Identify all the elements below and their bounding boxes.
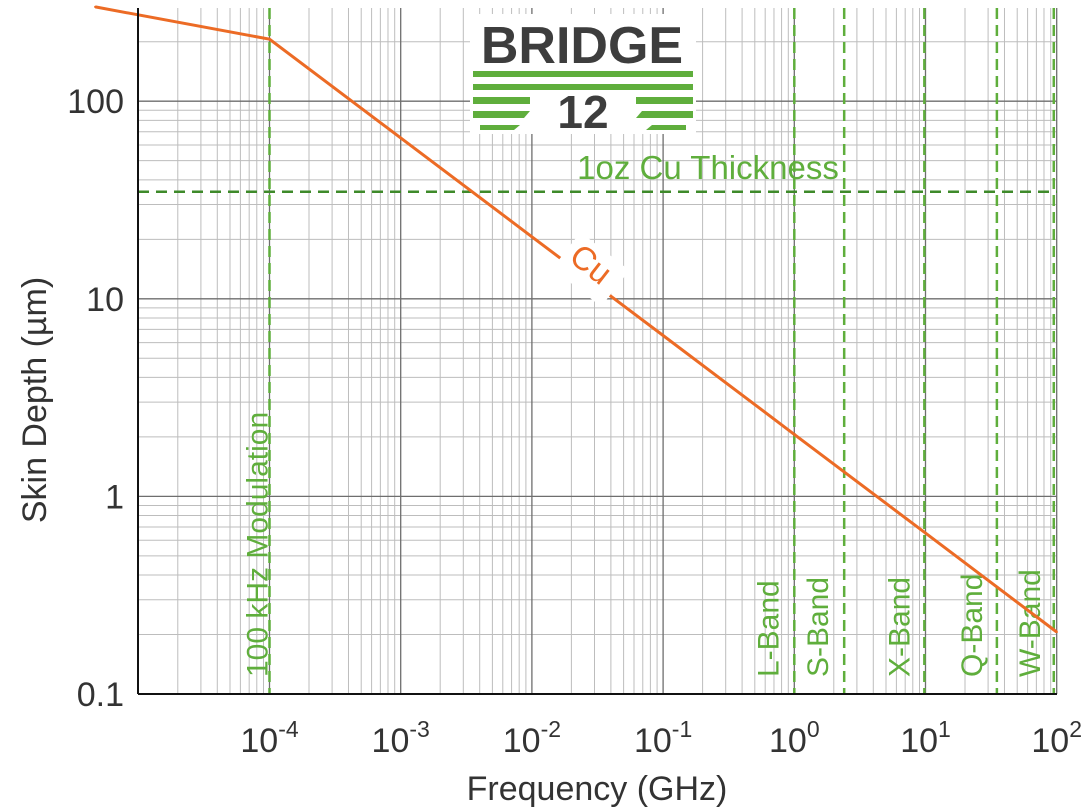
vline-label: 100 kHz Modulation [242, 412, 275, 677]
vline-label: Q-Band [956, 574, 989, 677]
logo-bar-top [473, 71, 693, 77]
vline-label: L-Band [752, 580, 785, 677]
bridge12-logo: BRIDGE 12 [470, 14, 696, 138]
logo-stripe-right-3 [646, 125, 686, 130]
series-point [924, 531, 927, 535]
series-point [399, 136, 402, 140]
logo-text-12: 12 [557, 86, 608, 138]
series-label-background [552, 232, 630, 307]
hline-label: 1oz Cu Thickness [577, 149, 839, 186]
logo-stripe-left-3 [480, 125, 520, 130]
x-axis-label: Frequency (GHz) [467, 770, 728, 808]
y-tick-label: 0.1 [77, 676, 124, 714]
x-tick-label: 10-4 [240, 716, 298, 760]
plot-frame [137, 8, 1057, 695]
logo-stripe-right-1 [636, 97, 693, 104]
logo-stripe-right-2 [636, 111, 693, 118]
logo-text-bridge: BRIDGE [481, 17, 683, 75]
y-tick-label: 1 [105, 478, 124, 516]
logo-bar-middle [473, 84, 693, 90]
x-tick-label: 10-2 [503, 716, 561, 760]
x-tick-label: 10-1 [634, 716, 692, 760]
x-tick-label: 102 [1031, 716, 1082, 760]
logo-stripe-left-2 [473, 111, 530, 118]
data-series: Cu [94, 5, 1058, 634]
series-point [530, 235, 534, 238]
x-tick-label: 101 [900, 716, 951, 760]
y-axis-label: Skin Depth (µm) [16, 277, 54, 523]
series-point [793, 433, 796, 436]
tick-labels: 10-4 10-3 10-2 10-1 100 101 102 0.1 1 10 100 [67, 83, 1082, 760]
series-point [94, 5, 97, 9]
y-tick-label: 100 [67, 83, 124, 121]
vline-label: X-Band [883, 577, 916, 677]
x-tick-label: 100 [769, 716, 820, 760]
minor-grid [138, 8, 1057, 694]
x-tick-label: 10-3 [372, 716, 430, 760]
series-point [661, 334, 665, 337]
series-point [1055, 630, 1058, 634]
vline-label: W-Band [1014, 569, 1047, 677]
vline-label: S-Band [802, 577, 835, 677]
logo-stripe-left-1 [473, 97, 530, 104]
y-tick-label: 10 [86, 281, 124, 319]
vertical-reference-lines: 100 kHz Modulation L-Band S-Band X-Band Q-Ba… [242, 8, 1056, 694]
series-point [268, 37, 271, 41]
